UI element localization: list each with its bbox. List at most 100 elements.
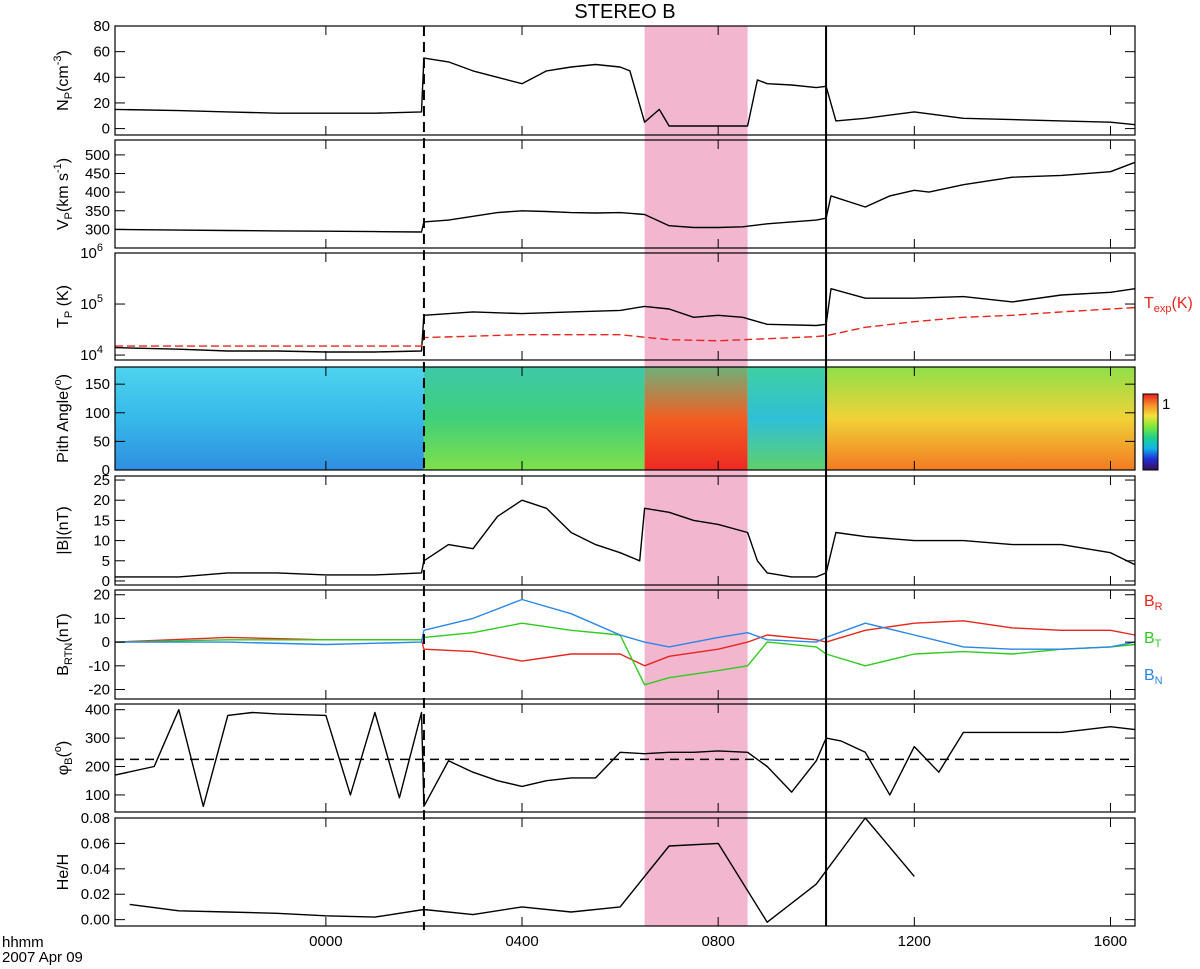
panel-b-ytick-label: 15 [93, 512, 110, 529]
legend-sub: N [1155, 675, 1163, 687]
pad-segment-0 [115, 367, 424, 470]
texp-label-sub: exp [1154, 303, 1172, 315]
texp-label-tail: (K) [1172, 295, 1193, 312]
panel-b-ytick-text: 20 [93, 492, 110, 509]
panel-tp-ytick-exponent: 5 [97, 293, 103, 305]
panel-b-ytick-label: 20 [93, 492, 110, 509]
panel-he-series-0 [129, 817, 915, 923]
panel-np: 0 20 40 60 80 [93, 18, 1136, 138]
panel-he-ytick-label: 0.06 [81, 835, 110, 852]
panel-np-ylabel-end: ) [55, 50, 72, 55]
panel-np-frame [114, 25, 1136, 136]
panel-tp-ylabel: TP (K) [55, 285, 75, 328]
panel-phi-ytick-label: 400 [85, 702, 110, 719]
panel-b-ytick-label: 0 [102, 573, 110, 590]
pad-segment-2 [644, 367, 748, 470]
panel-np-ylabel-main: N [55, 99, 72, 111]
panel-b-ytick-label: 10 [93, 533, 110, 550]
panel-tp-ytick-text: 10 [80, 245, 97, 262]
legend-main: B [1144, 593, 1155, 610]
panel-tp-frame [114, 252, 1136, 361]
panel-brtn-ylabel-tail: (nT) [55, 613, 72, 642]
panel-brtn-ytick-text: 0 [102, 634, 110, 651]
panel-he: 0.00 0.02 0.04 0.06 0.08 [81, 810, 1136, 929]
panel-he-ytick-label: 0.04 [81, 861, 110, 878]
panel-np-ytick-label: 0 [102, 121, 110, 138]
panel-vp-ytick-label: 350 [85, 203, 110, 220]
panel-b-ytick-text: 0 [102, 573, 110, 590]
xtick-label: 0400 [505, 933, 538, 950]
panel-tp-ytick-label: 105 [80, 293, 103, 313]
panel-he-ytick-text: 0.00 [81, 912, 110, 929]
panel-phi-ytick-label: 100 [85, 787, 110, 804]
panel-vp-series-0 [114, 161, 1136, 233]
panel-brtn-series-1 [114, 622, 1136, 686]
panel-vp-ytick-label: 450 [85, 166, 110, 183]
pad-segment-4 [826, 367, 1135, 470]
panel-brtn-ytick-text: 20 [93, 587, 110, 604]
panel-np-ylabel-sup: -3 [52, 55, 64, 65]
panel-pad-ytick-text: 50 [93, 433, 110, 450]
panel-brtn-ytick-text: 10 [93, 610, 110, 627]
panel-brtn-series-2 [115, 598, 1136, 650]
time-unit-label: hhmm [2, 934, 44, 951]
legend-BT: BT [1144, 630, 1162, 650]
panel-phi-ylabel-end: ) [55, 741, 72, 746]
panel-pad-ytick-label: 100 [85, 405, 110, 422]
panel-he-ytick-text: 0.04 [81, 861, 110, 878]
legend-main: B [1144, 630, 1155, 647]
panel-he-ytick-label: 0.00 [81, 912, 110, 929]
panel-brtn-ytick-label: -10 [88, 658, 110, 675]
panel-tp-ytick-text: 10 [80, 296, 97, 313]
legend-BN: BN [1144, 667, 1163, 687]
panel-tp-ytick-label: 106 [80, 242, 103, 262]
panel-b-series-0 [115, 499, 1136, 578]
panel-phi: 100 200 300 400 [85, 702, 1136, 813]
panel-np-ylabel-sub: P [63, 92, 75, 99]
panel-vp-ylabel-sup: -1 [52, 163, 64, 173]
panel-np-ylabel: NP(cm-3) [52, 50, 75, 111]
pad-segment-1 [423, 367, 645, 470]
panel-b-ylabel: |B|(nT) [55, 506, 72, 554]
panel-pad-ytick-label: 0 [102, 462, 110, 479]
panel-b-ylabel-main: |B|(nT) [55, 506, 72, 554]
xtick-label: 1600 [1094, 933, 1127, 950]
panel-np-ytick-label: 80 [93, 18, 110, 35]
panel-phi-series-0 [114, 709, 1136, 807]
panel-he-ylabel: He/H [55, 854, 72, 890]
panel-vp-ylabel-end: ) [55, 158, 72, 163]
panel-brtn-ytick-text: -20 [88, 682, 110, 699]
panel-brtn-ylabel-sub: RTN [63, 643, 75, 665]
panel-he-frame [114, 817, 1136, 927]
panel-he-ytick-text: 0.02 [81, 886, 110, 903]
legend-sub: T [1155, 638, 1162, 650]
panel-np-ytick-text: 0 [102, 121, 110, 138]
legend-main: B [1144, 667, 1155, 684]
panel-vp-ytick-text: 300 [85, 221, 110, 238]
panel-phi-ytick-label: 300 [85, 730, 110, 747]
xtick-label: 0000 [309, 933, 342, 950]
panel-he-ytick-label: 0.08 [81, 810, 110, 827]
panel-brtn-ytick-label: -20 [88, 682, 110, 699]
panel-vp-ytick-text: 400 [85, 184, 110, 201]
panel-he-ytick-label: 0.02 [81, 886, 110, 903]
panel-phi-ytick-text: 100 [85, 787, 110, 804]
panel-phi-ylabel-main: φ [55, 765, 72, 775]
panel-phi-ylabel-sub: B [63, 758, 75, 765]
panel-phi-ylabel: φB(o) [52, 741, 75, 776]
texp-label-main: T [1144, 295, 1154, 312]
panel-brtn-ylabel: BRTN(nT) [55, 613, 75, 675]
texp-label: Texp(K) [1144, 295, 1193, 315]
panel-vp-ytick-label: 400 [85, 184, 110, 201]
panel-phi-ytick-label: 200 [85, 759, 110, 776]
panel-vp-ylabel-main: V [55, 219, 72, 230]
panel-vp-ytick-text: 450 [85, 166, 110, 183]
panel-phi-ytick-text: 300 [85, 730, 110, 747]
panel-brtn-ylabel-main: B [55, 665, 72, 676]
panel-phi-ylabel-tail: ( [55, 752, 72, 758]
panel-phi-ytick-text: 200 [85, 759, 110, 776]
panel-vp-ylabel-sub: P [63, 212, 75, 219]
